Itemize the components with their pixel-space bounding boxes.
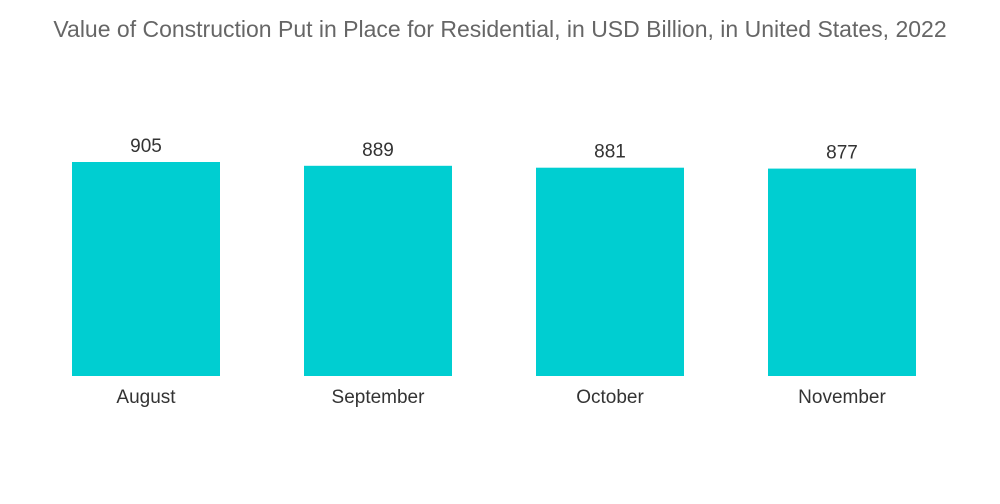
bar-value-label-october: 881 (594, 142, 626, 163)
x-tick-label-october: October (576, 387, 644, 408)
bars-layer (72, 162, 916, 376)
chart-title: Value of Construction Put in Place for R… (53, 16, 947, 42)
x-tick-labels-layer: August September October November (116, 387, 886, 408)
x-tick-label-september: September (332, 387, 426, 408)
bar-september (304, 165, 452, 376)
bar-november (768, 168, 916, 376)
value-labels-layer: 905 889 881 877 (130, 136, 858, 164)
bar-value-label-august: 905 (130, 136, 162, 157)
bar-value-label-november: 877 (826, 143, 858, 164)
x-tick-label-november: November (798, 387, 886, 408)
bar-october (536, 167, 684, 376)
bar-value-label-september: 889 (362, 140, 394, 161)
bar-august (72, 162, 220, 376)
x-tick-label-august: August (116, 387, 176, 408)
